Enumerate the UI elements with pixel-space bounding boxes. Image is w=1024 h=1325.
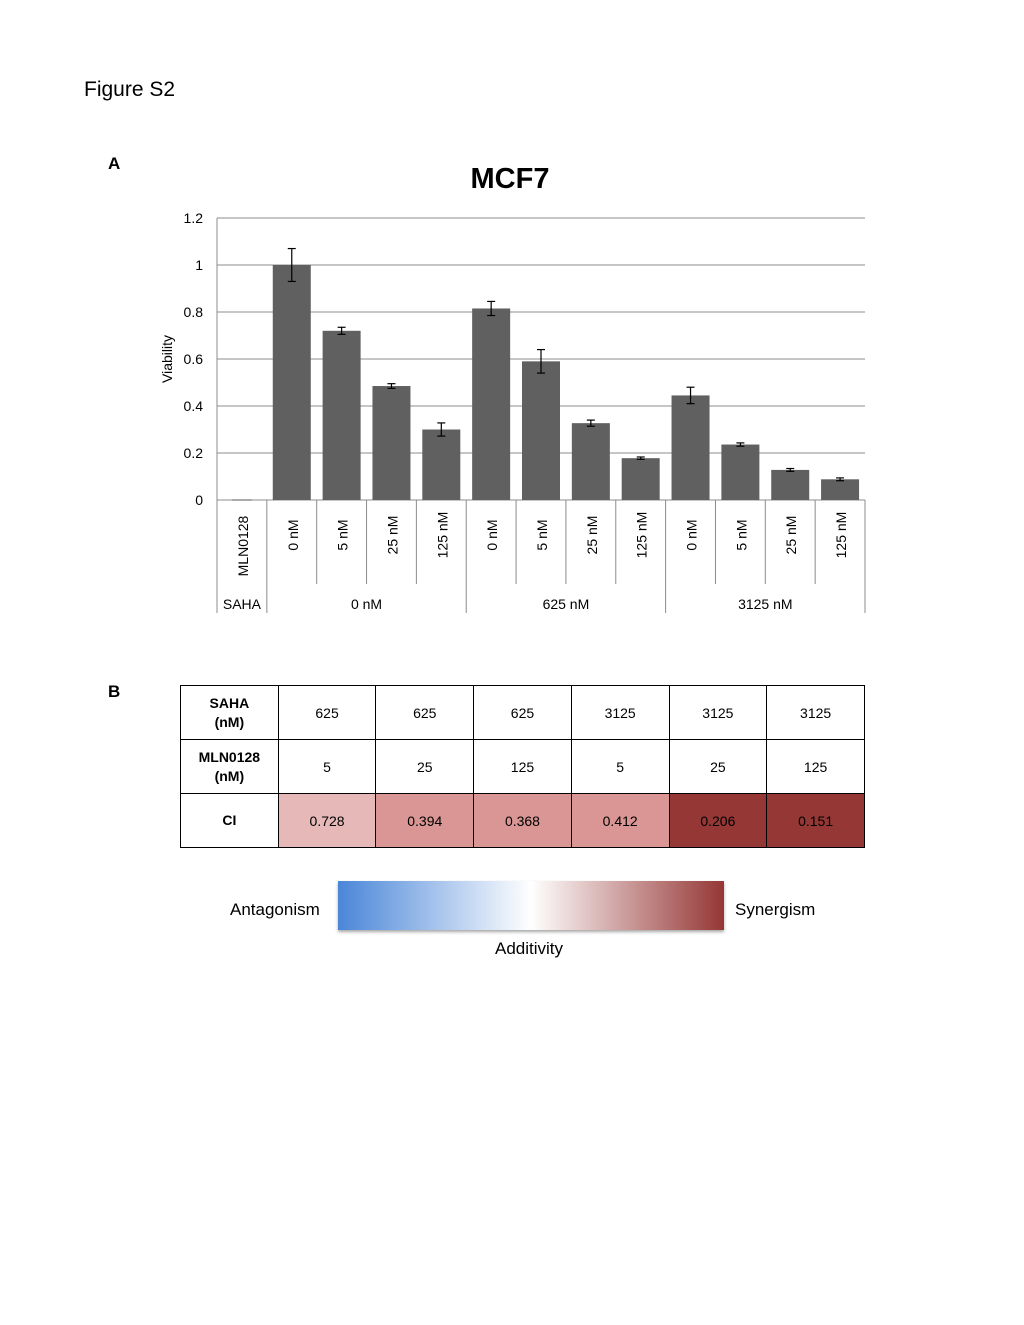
y-tick-label: 0.6: [184, 351, 204, 367]
bar: [372, 386, 411, 500]
bar: [721, 444, 760, 500]
y-tick-label: 0.8: [184, 304, 204, 320]
table-cell: 0.368: [473, 793, 572, 848]
group-label: 625 nM: [543, 596, 590, 612]
y-tick-label: 0.4: [184, 398, 204, 414]
row-header-line: MLN0128: [198, 748, 261, 765]
table-cell: 625: [277, 685, 377, 740]
table-row: MLN0128 (nM) 5 25 125 5 25 125: [180, 739, 865, 794]
bar: [422, 429, 461, 500]
bar: [621, 458, 660, 500]
outer-axis-label: SAHA: [223, 596, 262, 612]
y-tick-label: 0.2: [184, 445, 204, 461]
panel-b-label: B: [108, 682, 121, 701]
y-tick-label: 1.2: [184, 210, 204, 226]
table-row: SAHA (nM) 625 625 625 3125 3125 3125: [180, 685, 865, 740]
row-header: MLN0128 (nM): [180, 739, 279, 794]
figure-title: Figure S2: [84, 78, 176, 101]
bar: [671, 395, 710, 500]
row-header-line: (nM): [214, 713, 245, 730]
group-label: 0 nM: [351, 596, 382, 612]
antagonism-label: Antagonism: [230, 900, 320, 919]
x-tick-label: 125 nM: [634, 512, 650, 559]
synergism-label: Synergism: [735, 900, 816, 919]
y-axis-label: Viability: [159, 335, 175, 383]
x-tick-label: 25 nM: [584, 516, 600, 555]
combination-index-table: SAHA (nM) 625 625 625 3125 3125 3125 MLN0128 (nM)…: [180, 685, 865, 848]
row-header-line: CI: [222, 812, 237, 828]
table-cell: 25: [668, 739, 768, 794]
table-cell: 0.728: [277, 793, 377, 848]
table-cell: 25: [375, 739, 475, 794]
table-cell: 0.151: [766, 793, 865, 848]
row-header-line: (nM): [214, 767, 245, 784]
row-header-line: SAHA: [209, 694, 250, 711]
table-cell: 625: [473, 685, 572, 740]
x-tick-label: 25 nM: [783, 516, 799, 555]
table-row: CI 0.728 0.394 0.368 0.412 0.206 0.151: [180, 793, 865, 848]
bar: [322, 330, 361, 500]
table-cell: 3125: [766, 685, 865, 740]
table-cell: 3125: [668, 685, 768, 740]
row-header: CI: [180, 793, 279, 848]
table-cell: 0.206: [668, 793, 768, 848]
bar: [272, 265, 311, 500]
x-tick-label: 5 nM: [534, 519, 550, 550]
bar: [821, 479, 860, 500]
table-cell: 3125: [570, 685, 670, 740]
table-cell: 5: [570, 739, 670, 794]
bar: [472, 308, 511, 500]
x-tick-label: 25 nM: [384, 516, 400, 555]
table-cell: 125: [473, 739, 572, 794]
panel-a-label: A: [108, 154, 121, 173]
bar: [571, 423, 610, 500]
table-cell: 0.394: [375, 793, 475, 848]
bar-chart: 0 0.2 0.4 0.6 0.8 1 1.2 Viability MLN0128 0 nM 5 n…: [159, 210, 866, 613]
y-tick-label: 0: [195, 492, 203, 508]
x-tick-label: 0 nM: [684, 519, 700, 550]
additivity-label: Additivity: [495, 939, 564, 958]
inner-axis-label: MLN0128: [235, 515, 251, 576]
table-cell: 0.412: [570, 793, 670, 848]
chart-title: MCF7: [470, 163, 550, 195]
x-tick-label: 5 nM: [733, 519, 749, 550]
x-tick-label: 0 nM: [484, 519, 500, 550]
bar: [771, 469, 810, 500]
x-tick-label: 125 nM: [833, 512, 849, 559]
synergy-color-scale: [338, 881, 724, 930]
table-cell: 625: [375, 685, 475, 740]
group-label: 3125 nM: [738, 596, 792, 612]
row-header: SAHA (nM): [180, 685, 279, 740]
table-cell: 125: [766, 739, 865, 794]
y-tick-label: 1: [195, 257, 203, 273]
x-tick-label: 5 nM: [335, 519, 351, 550]
x-tick-label: 0 nM: [285, 519, 301, 550]
x-tick-label: 125 nM: [434, 512, 450, 559]
bar: [522, 361, 560, 500]
table-cell: 5: [277, 739, 377, 794]
